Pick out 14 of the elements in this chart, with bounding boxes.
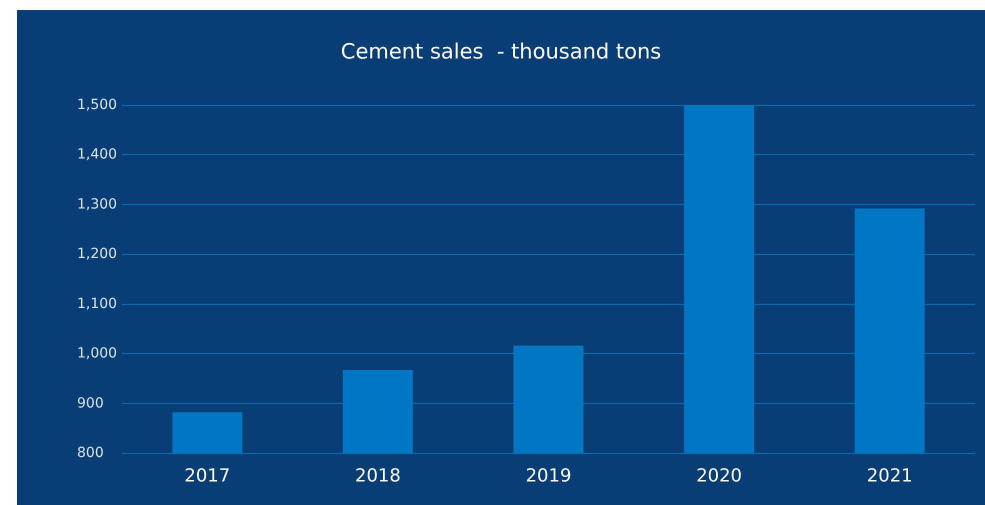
x-tick-label: 2020: [696, 466, 742, 486]
y-tick-label: 1,100: [77, 296, 118, 312]
chart-title: Cement sales - thousand tons: [340, 40, 662, 64]
x-tick-label: 2017: [184, 466, 230, 486]
x-tick-label: 2018: [354, 466, 401, 486]
y-tick-label: 1,300: [77, 196, 118, 212]
y-tick-label: 1,200: [77, 246, 118, 262]
y-tick-label: 800: [77, 445, 104, 461]
y-tick-label: 1,500: [77, 97, 118, 113]
x-tick-label: 2019: [526, 466, 572, 486]
y-tick-label: 1,400: [77, 146, 118, 163]
y-tick-label: 900: [77, 395, 104, 412]
y-tick-label: 1,000: [77, 346, 118, 362]
x-tick-label: 2021: [866, 466, 913, 486]
